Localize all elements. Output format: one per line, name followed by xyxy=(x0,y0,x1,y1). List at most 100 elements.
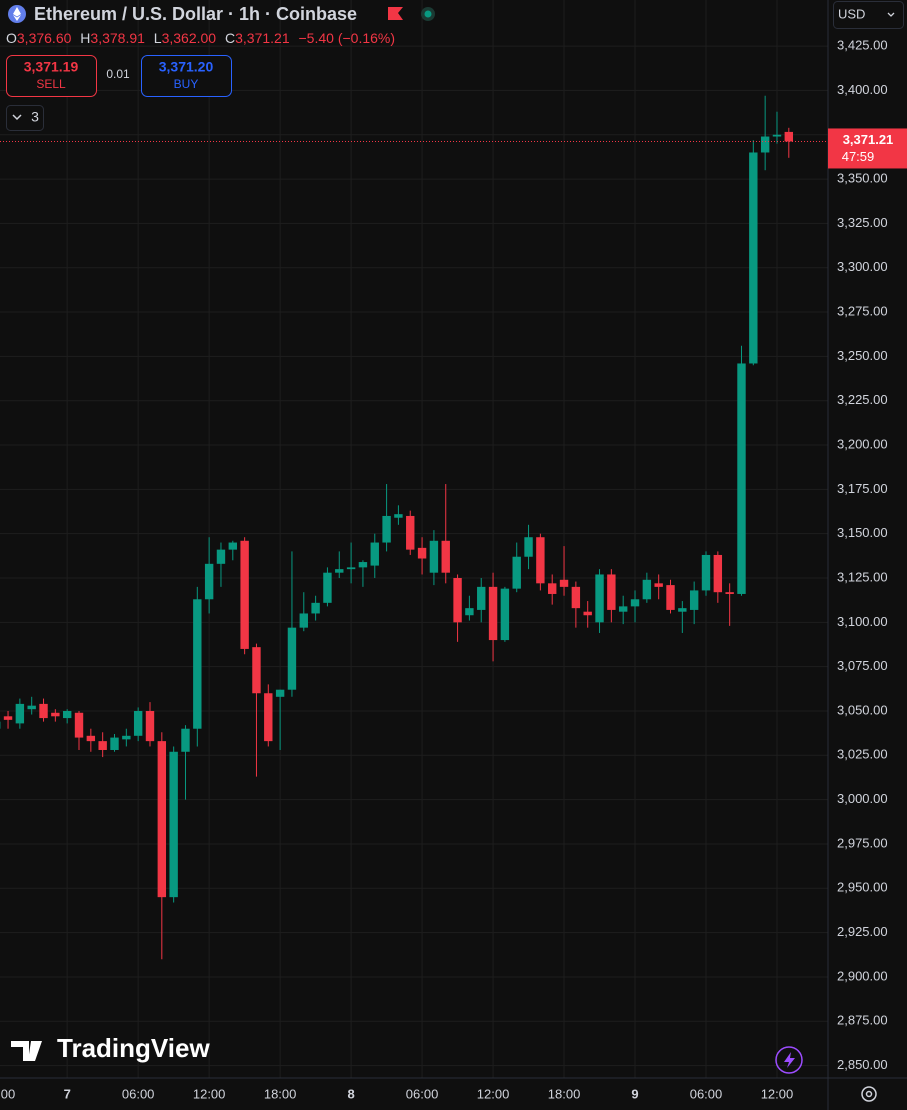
candle-body xyxy=(417,547,427,559)
logo-text: TradingView xyxy=(57,1033,210,1063)
y-tick-label: 3,275.00 xyxy=(837,303,888,318)
candle-body xyxy=(193,599,202,729)
candle-body xyxy=(595,574,604,623)
candle-body xyxy=(477,586,486,610)
assistant-icon[interactable] xyxy=(775,1046,803,1074)
buy-label: BUY xyxy=(174,77,199,91)
candle-body xyxy=(157,741,167,898)
x-tick-label: 12:00 xyxy=(761,1086,794,1101)
status-dot xyxy=(424,10,432,18)
flag-icon[interactable] xyxy=(388,7,403,20)
indicators-count: 3 xyxy=(31,109,39,125)
candle-body xyxy=(86,735,96,742)
logo-dot xyxy=(32,1042,38,1048)
candle-body xyxy=(27,705,36,710)
candle-body xyxy=(488,586,498,641)
candle-body xyxy=(169,751,178,898)
candle-body xyxy=(110,737,119,750)
candle-body xyxy=(39,703,48,719)
candle-body xyxy=(311,602,320,614)
y-tick-label: 3,325.00 xyxy=(837,215,888,230)
indicators-toggle[interactable] xyxy=(6,105,44,131)
x-tick-label: 18:00 xyxy=(548,1086,581,1101)
price-tag: 3,371.21 47:59 xyxy=(828,128,907,169)
candle-body xyxy=(453,578,462,623)
l-value: 3,362.00 xyxy=(162,30,217,46)
candles xyxy=(0,95,828,960)
candle-body xyxy=(252,647,261,694)
candle-body xyxy=(465,608,474,616)
buy-price: 3,371.20 xyxy=(159,59,214,75)
symbol-title[interactable]: Ethereum / U.S. Dollar · 1h · Coinbase xyxy=(34,4,357,24)
o-value: 3,376.60 xyxy=(17,30,72,46)
ohlc-line: O3,376.60 H3,378.91 L3,362.00 C3,371.21 … xyxy=(6,30,395,46)
l-label: L xyxy=(154,30,162,46)
sell-button[interactable] xyxy=(6,55,97,97)
x-tick-label: 06:00 xyxy=(122,1086,155,1101)
candle-body xyxy=(666,585,675,610)
x-tick-label: 12:00 xyxy=(193,1086,226,1101)
x-tick-label: 12:00 xyxy=(477,1086,510,1101)
candle-body xyxy=(689,590,699,610)
candle-body xyxy=(122,735,131,740)
y-tick-label: 2,950.00 xyxy=(837,880,888,895)
y-tick-label: 3,050.00 xyxy=(837,702,888,717)
c-label: C xyxy=(225,30,235,46)
y-tick-label: 2,925.00 xyxy=(837,924,888,939)
candle-body xyxy=(346,567,356,570)
candle-body xyxy=(429,540,439,573)
candle-body xyxy=(642,579,652,600)
candle-body xyxy=(335,569,344,573)
o-label: O xyxy=(6,30,17,46)
candle-body xyxy=(394,514,403,518)
candle-body xyxy=(216,549,226,564)
y-tick-label: 3,200.00 xyxy=(837,436,888,451)
buy-button[interactable] xyxy=(141,55,232,97)
x-tick-label: 9 xyxy=(631,1086,638,1101)
y-tick-label: 2,850.00 xyxy=(837,1057,888,1072)
y-tick-label: 3,150.00 xyxy=(837,525,888,540)
axes: 2,850.00 2,875.00 2,900.00 2,925.00 2,950.00… xyxy=(1,38,888,1102)
candle-body xyxy=(240,540,249,649)
candle-body xyxy=(713,554,723,593)
candle-body xyxy=(559,579,569,587)
x-tick-label: 00 xyxy=(1,1086,15,1101)
candle-body xyxy=(133,710,143,736)
candle-body xyxy=(524,537,533,557)
candle-body xyxy=(725,592,734,594)
y-tick-label: 3,350.00 xyxy=(837,171,888,186)
candle-body xyxy=(441,540,450,573)
candle-body xyxy=(536,537,545,584)
c-value: 3,371.21 xyxy=(235,30,290,46)
spread: 0.01 xyxy=(106,67,130,81)
settings-icon[interactable] xyxy=(861,1086,877,1102)
candle-body xyxy=(358,562,368,568)
y-tick-label: 3,025.00 xyxy=(837,747,888,762)
y-tick-label: 2,975.00 xyxy=(837,835,888,850)
candle-body xyxy=(548,583,557,594)
assistant-bolt xyxy=(784,1052,795,1068)
candle-body xyxy=(406,515,415,550)
candle-body xyxy=(571,586,581,609)
currency-chevron xyxy=(887,12,895,17)
candle-body xyxy=(287,627,297,690)
price-tag-value: 3,371.21 xyxy=(843,132,894,147)
x-tick-label: 06:00 xyxy=(690,1086,723,1101)
sell-price: 3,371.19 xyxy=(24,59,79,75)
x-tick-label: 06:00 xyxy=(406,1086,439,1101)
y-tick-label: 3,300.00 xyxy=(837,259,888,274)
candle-body xyxy=(749,152,758,364)
y-tick-label: 3,425.00 xyxy=(837,38,888,53)
candle-body xyxy=(98,741,107,750)
countdown: 47:59 xyxy=(842,149,875,164)
currency-select[interactable] xyxy=(833,1,904,29)
candle-body xyxy=(512,556,521,589)
y-tick-label: 3,400.00 xyxy=(837,82,888,97)
currency: USD xyxy=(838,6,865,21)
candle-body xyxy=(62,710,72,719)
y-tick-label: 2,900.00 xyxy=(837,968,888,983)
candle-body xyxy=(299,613,308,628)
candle-body xyxy=(737,363,746,594)
